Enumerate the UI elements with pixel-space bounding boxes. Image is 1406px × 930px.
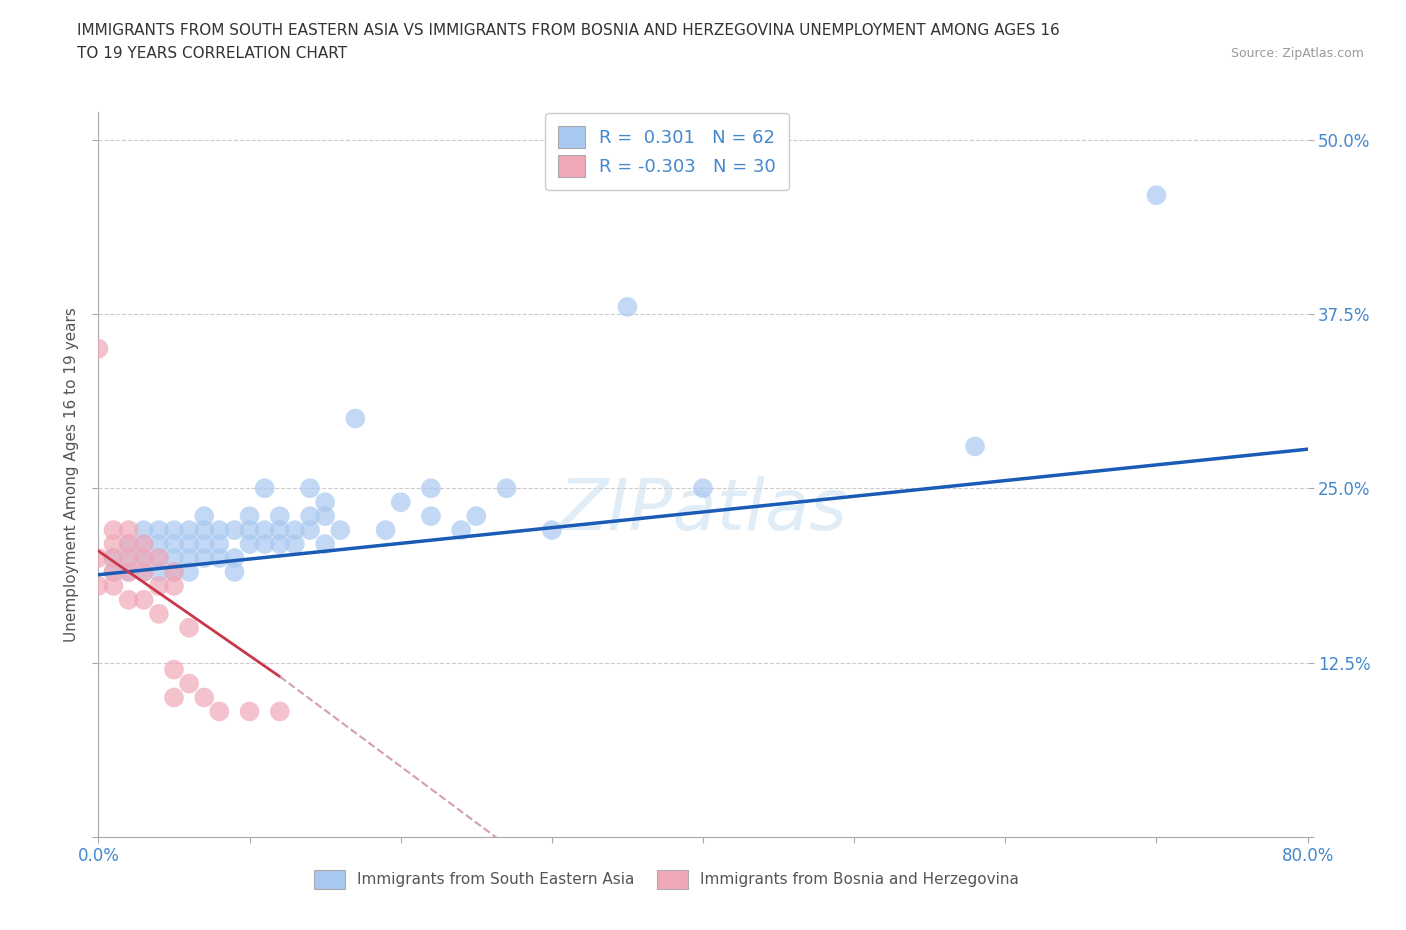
Point <box>103 565 125 579</box>
Point <box>269 509 291 524</box>
Text: Source: ZipAtlas.com: Source: ZipAtlas.com <box>1230 46 1364 60</box>
Point <box>118 551 141 565</box>
Point <box>118 537 141 551</box>
Point <box>224 523 246 538</box>
Point <box>103 523 125 538</box>
Point <box>239 509 262 524</box>
Point <box>118 523 141 538</box>
Point <box>179 537 201 551</box>
Point <box>148 565 170 579</box>
Point <box>495 481 517 496</box>
Point <box>420 481 443 496</box>
Point <box>148 551 170 565</box>
Point <box>148 551 170 565</box>
Point <box>208 704 231 719</box>
Point <box>179 523 201 538</box>
Point <box>118 592 141 607</box>
Point <box>299 509 322 524</box>
Point <box>208 523 231 538</box>
Point <box>284 537 307 551</box>
Point <box>1144 188 1167 203</box>
Point <box>299 481 322 496</box>
Point <box>163 578 186 593</box>
Point <box>132 551 155 565</box>
Point <box>193 509 215 524</box>
Point <box>692 481 714 496</box>
Point <box>103 551 125 565</box>
Point <box>103 565 125 579</box>
Point <box>253 523 276 538</box>
Point <box>87 341 110 356</box>
Point <box>103 578 125 593</box>
Point <box>163 690 186 705</box>
Point <box>224 565 246 579</box>
Point <box>193 690 215 705</box>
Point <box>193 537 215 551</box>
Point <box>269 537 291 551</box>
Point <box>87 551 110 565</box>
Point <box>118 565 141 579</box>
Point <box>132 537 155 551</box>
Point <box>269 704 291 719</box>
Point <box>253 481 276 496</box>
Point <box>132 551 155 565</box>
Point <box>163 565 186 579</box>
Point <box>179 676 201 691</box>
Point <box>389 495 412 510</box>
Text: ZIPatlas: ZIPatlas <box>558 476 848 545</box>
Point <box>118 551 141 565</box>
Point <box>540 523 562 538</box>
Point <box>420 509 443 524</box>
Point <box>148 578 170 593</box>
Point <box>616 299 638 314</box>
Point <box>314 509 336 524</box>
Point <box>344 411 367 426</box>
Point <box>224 551 246 565</box>
Point <box>208 551 231 565</box>
Point <box>239 523 262 538</box>
Point <box>299 523 322 538</box>
Point <box>269 523 291 538</box>
Point <box>163 523 186 538</box>
Point <box>148 523 170 538</box>
Point <box>239 537 262 551</box>
Point <box>148 537 170 551</box>
Point <box>163 662 186 677</box>
Point <box>163 565 186 579</box>
Point <box>465 509 488 524</box>
Point <box>103 537 125 551</box>
Point <box>253 537 276 551</box>
Point <box>239 704 262 719</box>
Point <box>87 578 110 593</box>
Point <box>314 537 336 551</box>
Point <box>132 592 155 607</box>
Point <box>284 523 307 538</box>
Point <box>314 495 336 510</box>
Point <box>965 439 987 454</box>
Point <box>132 565 155 579</box>
Point <box>193 551 215 565</box>
Point <box>374 523 396 538</box>
Point <box>208 537 231 551</box>
Point <box>132 537 155 551</box>
Point <box>329 523 352 538</box>
Legend: Immigrants from South Eastern Asia, Immigrants from Bosnia and Herzegovina: Immigrants from South Eastern Asia, Immi… <box>308 864 1025 895</box>
Point <box>148 606 170 621</box>
Point <box>132 565 155 579</box>
Point <box>103 551 125 565</box>
Point <box>193 523 215 538</box>
Point <box>179 551 201 565</box>
Text: IMMIGRANTS FROM SOUTH EASTERN ASIA VS IMMIGRANTS FROM BOSNIA AND HERZEGOVINA UNE: IMMIGRANTS FROM SOUTH EASTERN ASIA VS IM… <box>77 23 1060 38</box>
Point <box>179 565 201 579</box>
Point <box>118 537 141 551</box>
Text: TO 19 YEARS CORRELATION CHART: TO 19 YEARS CORRELATION CHART <box>77 46 347 61</box>
Point <box>179 620 201 635</box>
Point <box>450 523 472 538</box>
Y-axis label: Unemployment Among Ages 16 to 19 years: Unemployment Among Ages 16 to 19 years <box>65 307 79 642</box>
Point <box>132 523 155 538</box>
Point <box>163 551 186 565</box>
Point <box>163 537 186 551</box>
Point <box>118 565 141 579</box>
